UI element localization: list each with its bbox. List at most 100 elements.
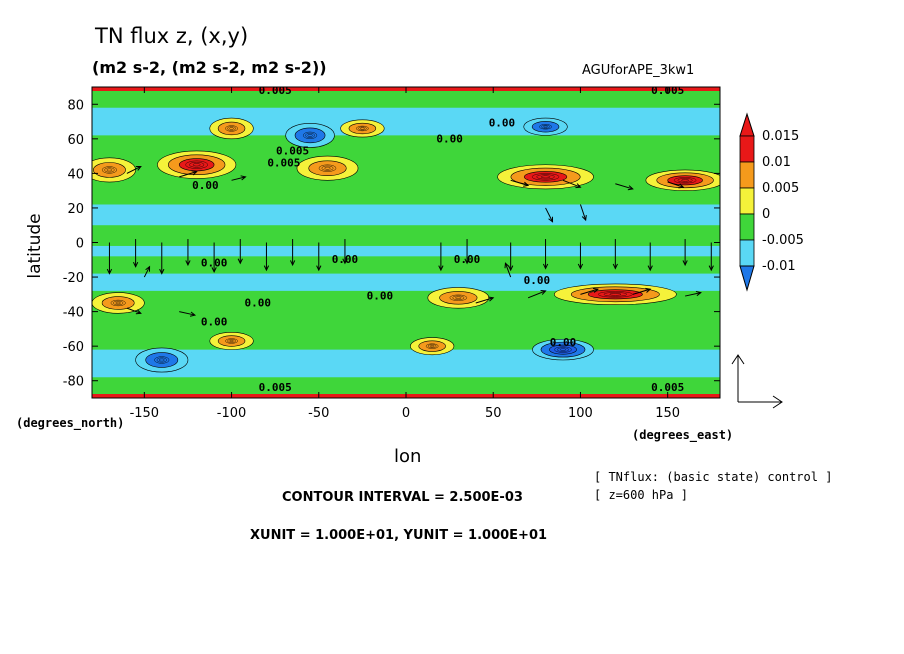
flux-vector-head [189,311,197,317]
x-axis-units: (degrees_east) [632,428,734,442]
contour-line [427,344,437,348]
contour-line [557,347,569,352]
contour-feature [418,340,446,352]
contour-line [324,166,331,170]
contour-line [429,345,435,348]
colorbar-over [739,112,755,137]
flux-vector-head [135,309,142,315]
contour-line [225,125,238,132]
contour-label: 0.00 [244,296,271,309]
contour-label: 0.00 [454,253,481,266]
flux-vector-head [581,215,587,222]
flux-vector-head [682,260,688,267]
contour-line [154,356,170,364]
flux-vector-head [548,216,554,223]
contour-feature [308,160,347,176]
contour-line [189,161,205,168]
contour-label: 0.00 [367,290,394,303]
contour-line [156,357,167,363]
flux-vector-head [438,265,444,272]
colorbar-label: -0.005 [762,233,804,248]
field-band [92,107,720,136]
flux-vector-head [612,263,618,270]
contour-line [543,125,548,128]
colorbar: 0.015 0.01 0.005 0 -0.005 -0.01 [739,112,804,292]
y-tick-label: 80 [67,98,84,113]
flux-vector [667,181,684,188]
x-tick-label: 150 [655,406,680,421]
contour-line [104,167,115,173]
flux-vector-head [678,183,685,189]
colorbar-segment [739,213,755,241]
flux-vector [632,288,651,295]
colorbar-label: 0.01 [762,155,791,170]
contour-feature [549,344,577,355]
contour-line [307,134,313,137]
flux-vector-head [237,258,243,265]
colorbar-under [739,265,755,292]
colorbar-segment [739,135,755,163]
contour-label: 0.00 [192,179,219,192]
contour-feature [294,127,326,144]
x-tick-label: -50 [308,406,329,421]
contour-line [356,125,369,132]
flux-vector-head [211,267,217,274]
contour-line [159,358,165,362]
x-tick-label: 0 [402,406,410,421]
flux-vector [143,266,151,278]
contour-label: 0.00 [436,132,463,145]
flux-vector-head [627,185,634,191]
contour-line [452,295,465,300]
flux-vector-head [135,165,142,171]
field-band [92,245,720,257]
contour-line [455,296,462,299]
flux-vector [179,171,197,178]
field-band [92,204,720,226]
contour-line [609,293,622,296]
contour-feature [101,296,135,310]
colorbar-segment [739,187,755,215]
contour-fields [92,87,720,398]
contour-feature [523,171,568,183]
flux-vector-head [488,296,495,302]
flux-vector [126,307,142,314]
flux-vectors [106,165,714,317]
flux-vector [126,166,142,174]
flux-vector [685,292,701,297]
flux-vector-head [504,262,510,269]
flux-vector-head [106,268,113,275]
flux-vector-head [464,258,470,265]
contour-line [559,348,567,351]
chart-units: (m2 s-2, (m2 s-2, m2 s-2)) [92,58,327,77]
y-tick-label: 20 [67,202,84,217]
flux-vector-head [132,261,139,268]
contour-feature [667,175,703,186]
contour-line [229,339,234,342]
contour-line [225,338,238,344]
contour-feature [348,122,377,135]
contour-line [185,160,208,169]
contour-line [113,300,124,306]
contour-line [449,294,468,301]
contour-feature [531,121,560,133]
contour-line [106,168,113,172]
flux-vector-head [191,170,198,176]
contour-label: 0.00 [201,257,228,270]
flux-vector-head [185,260,191,267]
contour-label: 0.00 [201,315,228,328]
contour-label: 0.005 [651,381,684,394]
flux-vector [179,311,196,316]
contour-line [603,292,627,297]
flux-vector-head [540,290,547,295]
contour-line [536,174,555,180]
flux-vector-head [542,263,549,270]
contour-label: 0.00 [550,336,577,349]
contour-line [101,166,117,174]
contour-label: 0.005 [259,84,292,97]
y-ticks: -80 -60 -40 -20 0 20 40 60 80 [63,98,720,390]
field-band [92,349,720,378]
flux-vector-head [159,268,165,275]
contour-line [321,165,334,171]
x-tick-label: -100 [217,406,247,421]
x-ticks: -150 -100 -50 0 50 100 150 [130,87,680,421]
